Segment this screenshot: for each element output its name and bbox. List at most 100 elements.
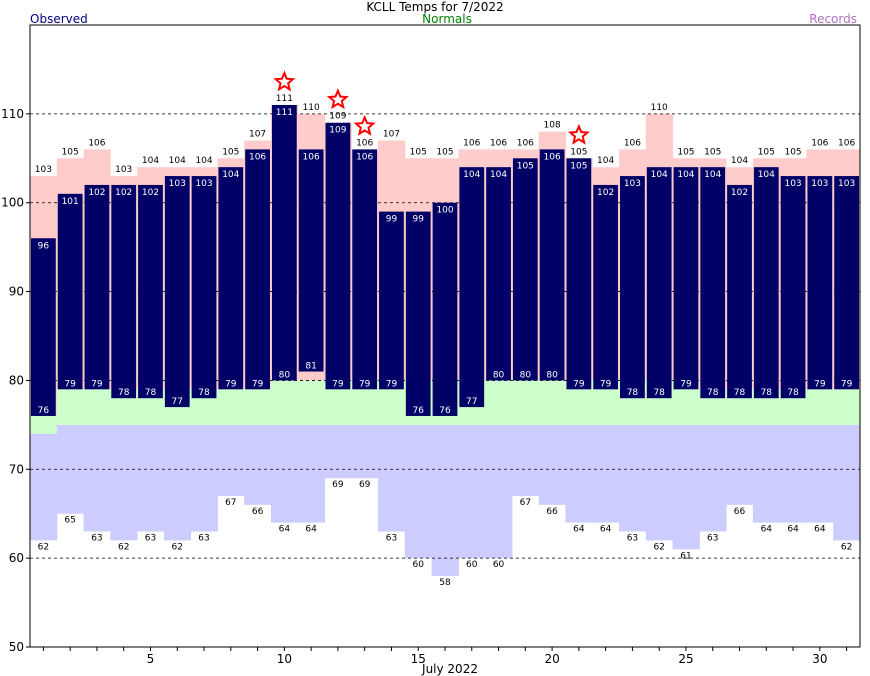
observed-high-label: 104 <box>222 170 239 180</box>
observed-high-label: 105 <box>570 161 587 171</box>
x-tick-label: 15 <box>411 652 426 666</box>
record-high-label: 106 <box>838 138 855 148</box>
record-star <box>353 114 376 136</box>
record-high-label: 104 <box>731 156 748 166</box>
record-high-label: 108 <box>544 121 561 131</box>
observed-high-label: 101 <box>62 197 79 207</box>
observed-low-label: 79 <box>359 379 371 389</box>
observed-bar <box>298 149 324 372</box>
observed-low-label: 76 <box>439 406 451 416</box>
record-low-band <box>645 424 674 541</box>
record-low-band <box>297 424 326 523</box>
record-low-band <box>511 424 540 496</box>
record-high-label: 105 <box>222 147 239 157</box>
record-low-band <box>83 424 111 532</box>
observed-bar <box>325 122 351 390</box>
observed-high-label: 109 <box>329 126 346 136</box>
record-high-label: 103 <box>115 165 132 175</box>
record-high-label: 106 <box>517 138 534 148</box>
record-high-label: 110 <box>651 103 668 113</box>
observed-high-label: 104 <box>463 170 480 180</box>
observed-low-label: 79 <box>814 379 826 389</box>
observed-bar <box>352 149 378 390</box>
record-low-band <box>110 424 138 541</box>
record-low-band <box>592 424 620 523</box>
observed-high-label: 102 <box>142 188 159 198</box>
record-low-label: 64 <box>600 525 612 535</box>
record-high-label: 103 <box>35 165 52 175</box>
record-high-label: 106 <box>490 138 507 148</box>
record-low-band <box>270 424 299 523</box>
observed-bar <box>459 167 485 408</box>
observed-bar <box>57 193 83 390</box>
record-low-band <box>619 424 647 532</box>
observed-high-label: 105 <box>517 161 534 171</box>
observed-high-label: 106 <box>249 152 266 162</box>
normal-band <box>806 389 834 425</box>
record-high-label: 106 <box>811 138 828 148</box>
observed-bar <box>271 104 297 381</box>
observed-low-label: 77 <box>172 397 183 407</box>
observed-high-label: 103 <box>195 179 212 189</box>
record-low-label: 66 <box>734 507 746 517</box>
record-low-label: 64 <box>573 525 585 535</box>
x-tick-label: 30 <box>812 652 827 666</box>
record-low-label: 65 <box>64 516 75 526</box>
record-low-band <box>190 424 218 532</box>
observed-high-label: 104 <box>651 170 668 180</box>
record-low-label: 60 <box>466 560 478 570</box>
observed-high-label: 102 <box>731 188 748 198</box>
observed-bar <box>539 149 565 381</box>
record-low-label: 62 <box>118 542 129 552</box>
observed-low-label: 79 <box>91 379 103 389</box>
observed-low-label: 78 <box>198 388 210 398</box>
observed-bar <box>620 176 645 399</box>
record-low-label: 69 <box>332 480 344 490</box>
y-tick-label: 70 <box>9 462 24 476</box>
observed-low-label: 79 <box>841 379 853 389</box>
observed-bar <box>727 184 752 399</box>
observed-low-label: 80 <box>520 370 532 380</box>
y-tick-label: 50 <box>9 640 24 654</box>
record-low-label: 69 <box>359 480 371 490</box>
record-low-label: 63 <box>707 533 718 543</box>
observed-bar <box>486 167 511 381</box>
observed-low-label: 78 <box>627 388 639 398</box>
observed-high-label: 103 <box>838 179 855 189</box>
observed-low-label: 78 <box>787 388 799 398</box>
record-low-band <box>485 424 513 559</box>
observed-bar <box>245 149 270 390</box>
observed-low-label: 79 <box>600 379 612 389</box>
observed-high-label: 102 <box>115 188 132 198</box>
record-high-label: 106 <box>624 138 641 148</box>
x-tick-label: 5 <box>147 652 155 666</box>
observed-bar <box>834 176 859 390</box>
normal-band <box>297 380 326 425</box>
y-tick-label: 110 <box>1 107 24 121</box>
record-low-label: 63 <box>627 533 638 543</box>
record-low-label: 63 <box>145 533 156 543</box>
observed-low-label: 79 <box>386 379 398 389</box>
record-low-label: 64 <box>279 525 291 535</box>
record-low-band <box>30 433 58 541</box>
observed-high-label: 103 <box>169 179 186 189</box>
record-low-band <box>351 424 379 479</box>
record-low-band <box>324 424 352 479</box>
observed-bar <box>566 158 592 390</box>
legend-records: Records <box>809 12 857 26</box>
record-high-label: 104 <box>195 156 212 166</box>
record-low-label: 64 <box>305 525 317 535</box>
observed-bar <box>593 184 619 390</box>
record-high-label: 105 <box>704 147 721 157</box>
record-high-label: 104 <box>142 156 159 166</box>
observed-bar <box>405 211 431 416</box>
record-high-label: 105 <box>410 147 427 157</box>
record-low-band <box>378 424 406 532</box>
observed-high-label: 104 <box>490 170 507 180</box>
record-high-label: 105 <box>677 147 694 157</box>
record-low-band <box>726 424 754 505</box>
observed-low-label: 80 <box>493 370 505 380</box>
record-low-band <box>137 424 165 532</box>
record-high-label: 105 <box>758 147 775 157</box>
observed-low-label: 78 <box>118 388 130 398</box>
